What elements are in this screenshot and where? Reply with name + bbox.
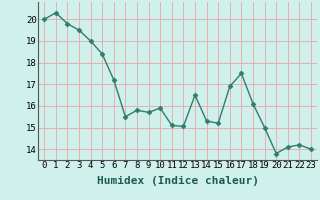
X-axis label: Humidex (Indice chaleur): Humidex (Indice chaleur) <box>97 176 259 186</box>
